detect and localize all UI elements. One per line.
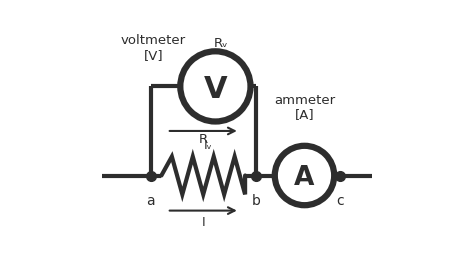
Text: I: I <box>201 216 205 229</box>
Text: voltmeter
[V]: voltmeter [V] <box>121 34 186 62</box>
Text: a: a <box>146 194 155 208</box>
Text: ammeter
[A]: ammeter [A] <box>274 93 335 122</box>
Text: Iᵥ: Iᵥ <box>204 139 213 152</box>
Text: V: V <box>204 75 227 104</box>
Circle shape <box>275 146 334 205</box>
Text: A: A <box>294 165 315 191</box>
Text: b: b <box>252 194 260 208</box>
Text: c: c <box>336 194 343 208</box>
Circle shape <box>180 51 250 122</box>
Text: R: R <box>199 133 208 146</box>
Text: Rᵥ: Rᵥ <box>213 37 228 50</box>
